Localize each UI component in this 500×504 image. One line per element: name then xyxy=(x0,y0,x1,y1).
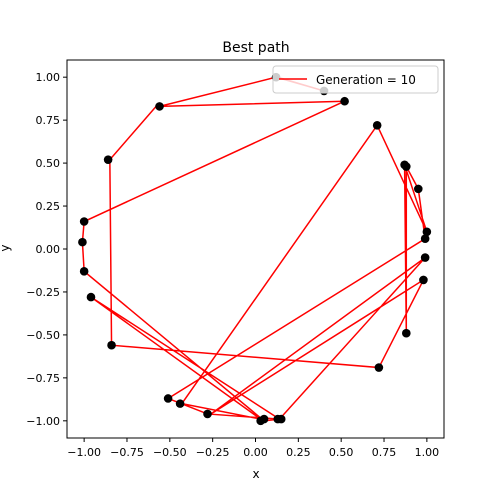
point-layer xyxy=(78,72,432,426)
city-point xyxy=(276,414,286,424)
city-point xyxy=(422,227,432,237)
city-point xyxy=(374,363,384,372)
city-point xyxy=(372,120,382,130)
city-point xyxy=(78,237,87,247)
city-point xyxy=(107,340,116,350)
x-tick-label: 1.00 xyxy=(415,446,440,459)
plot-frame xyxy=(66,59,445,439)
city-point xyxy=(103,155,113,164)
city-point xyxy=(163,394,173,403)
city-point xyxy=(79,267,89,276)
x-axis-ticks: −1.00 −0.75 −0.50 −0.25 0.00 0.25 0.50 0.75 1.00 xyxy=(67,438,439,459)
y-tick-label: 1.00 xyxy=(36,71,61,84)
city-point xyxy=(203,409,212,419)
y-tick-label: 0.25 xyxy=(36,200,61,213)
city-point xyxy=(419,275,428,285)
x-tick-label: −0.50 xyxy=(153,446,187,459)
legend: Generation = 10 xyxy=(272,65,439,94)
y-axis-label: y xyxy=(0,244,12,251)
y-tick-label: −0.50 xyxy=(26,329,60,342)
city-point xyxy=(155,102,164,111)
chart-title: Best path xyxy=(222,40,289,56)
city-point xyxy=(402,328,411,338)
x-tick-label: −0.25 xyxy=(196,446,230,459)
x-tick-label: −1.00 xyxy=(67,446,101,459)
city-point xyxy=(79,217,89,226)
y-axis-ticks: −1.00 −0.75 −0.50 −0.25 0.00 0.25 0.50 0.75 1.00 xyxy=(26,71,67,428)
city-point xyxy=(86,292,96,302)
city-point xyxy=(175,399,185,408)
x-tick-label: −0.75 xyxy=(110,446,144,459)
city-point xyxy=(413,184,423,194)
y-tick-label: −0.25 xyxy=(26,286,60,299)
x-tick-label: 0.25 xyxy=(286,446,311,459)
path-line-layer xyxy=(81,76,428,422)
y-tick-label: −1.00 xyxy=(26,415,60,428)
x-tick-label: 0.50 xyxy=(329,446,354,459)
x-tick-label: 0.75 xyxy=(372,446,397,459)
path-line xyxy=(81,76,428,422)
city-point xyxy=(402,162,411,171)
y-tick-label: 0.50 xyxy=(36,157,61,170)
legend-box xyxy=(272,65,439,94)
city-point xyxy=(340,96,349,106)
city-point xyxy=(420,253,430,262)
y-tick-label: 0.75 xyxy=(36,114,61,127)
x-tick-label: 0.00 xyxy=(243,446,268,459)
city-point xyxy=(259,414,269,424)
city-point xyxy=(420,234,430,243)
y-tick-label: −0.75 xyxy=(26,372,60,385)
y-tick-label: 0.00 xyxy=(36,243,61,256)
legend-label: Generation = 10 xyxy=(316,73,416,87)
x-axis-label: x xyxy=(252,467,259,481)
